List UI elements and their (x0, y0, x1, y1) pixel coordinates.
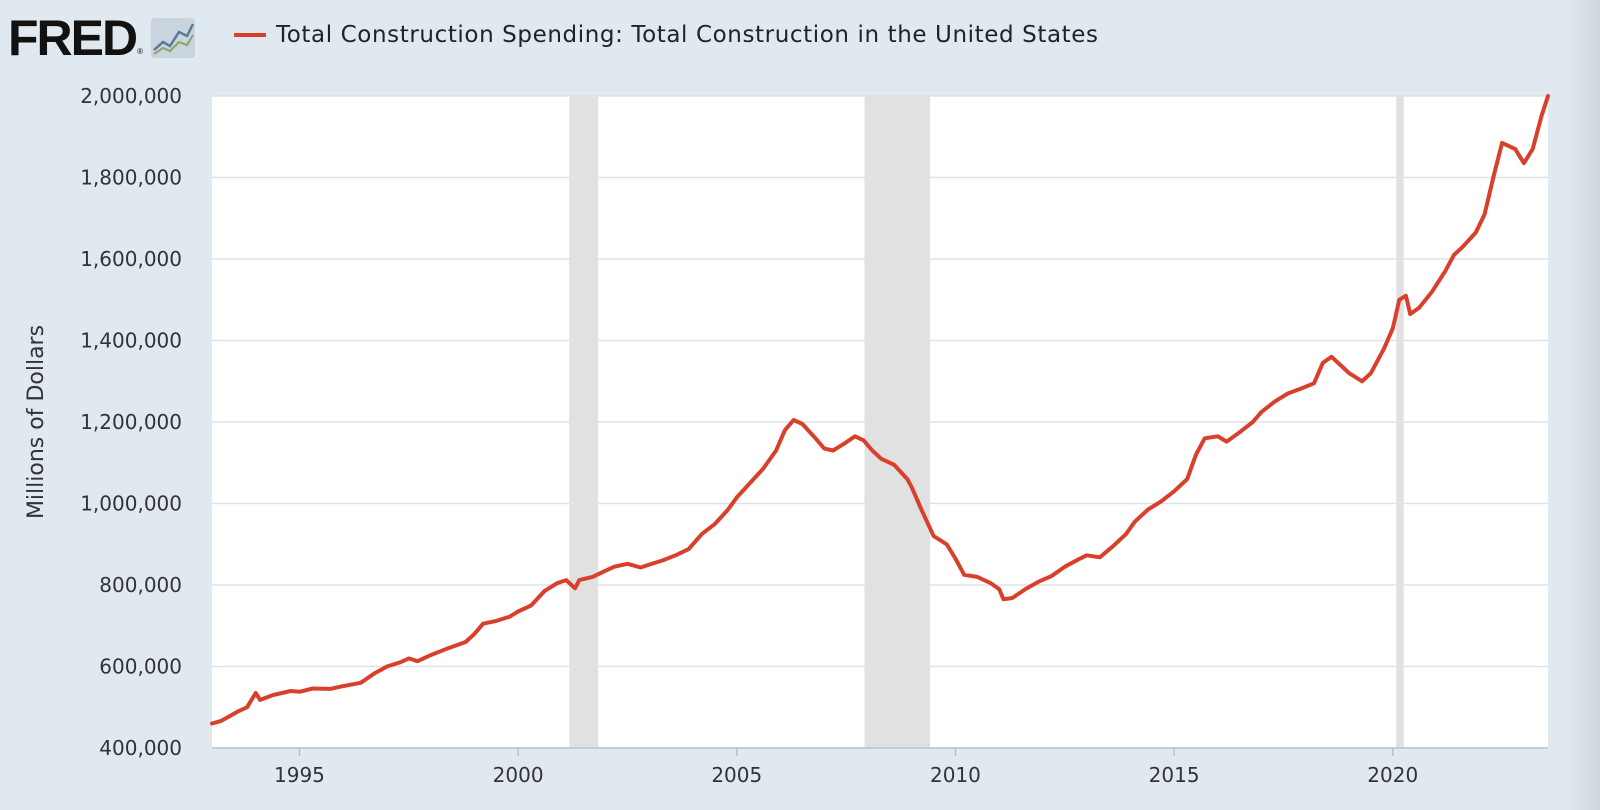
y-tick-label: 1,800,000 (80, 166, 182, 190)
legend-series-label: Total Construction Spending: Total Const… (276, 22, 1099, 48)
registered-mark: ® (137, 47, 144, 56)
y-tick-label: 1,400,000 (80, 329, 182, 353)
y-tick-label: 1,000,000 (80, 492, 182, 516)
trend-chart-icon (151, 18, 196, 58)
fred-logo[interactable]: FRED ® (8, 10, 196, 66)
legend-swatch (234, 33, 266, 37)
y-axis-title: Millions of Dollars (24, 325, 49, 519)
x-tick-label: 2005 (711, 763, 762, 787)
x-tick-label: 2000 (493, 763, 544, 787)
y-tick-label: 400,000 (99, 736, 182, 760)
y-tick-label: 1,600,000 (80, 247, 182, 271)
x-tick-label: 2010 (930, 763, 981, 787)
x-tick-label: 2020 (1367, 763, 1418, 787)
window-edge (1568, 0, 1600, 810)
y-tick-label: 600,000 (99, 655, 182, 679)
series-line[interactable] (210, 94, 1550, 726)
x-tick-label: 2015 (1149, 763, 1200, 787)
fred-wordmark: FRED (8, 10, 138, 66)
y-tick-label: 2,000,000 (80, 84, 182, 108)
y-tick-label: 800,000 (99, 573, 182, 597)
x-tick-label: 1995 (274, 763, 325, 787)
chart-header: FRED ® Total Construction Spending: Tota… (8, 10, 1568, 66)
y-tick-label: 1,200,000 (80, 410, 182, 434)
legend: Total Construction Spending: Total Const… (234, 22, 1099, 48)
